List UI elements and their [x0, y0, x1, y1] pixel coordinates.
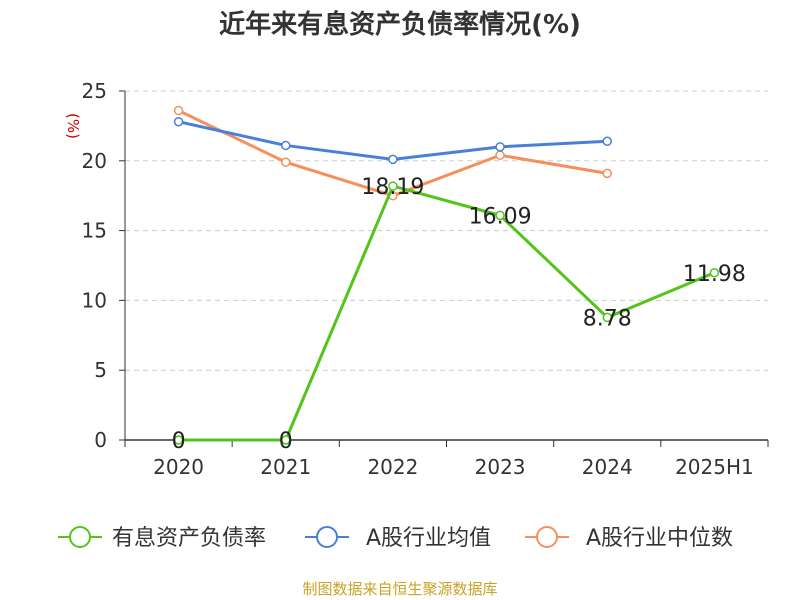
- legend-marker: [69, 526, 91, 548]
- data-point: [281, 140, 291, 151]
- data-label: 18.19: [361, 175, 424, 200]
- data-point: [709, 268, 720, 278]
- data-label: 8.78: [583, 306, 632, 331]
- series-lines: [173, 105, 720, 445]
- data-point: [495, 142, 505, 152]
- data-point: [495, 150, 505, 160]
- y-tick-label: 0: [94, 428, 107, 452]
- data-label: 16.09: [469, 204, 532, 229]
- data-point: [602, 136, 612, 147]
- data-point: [173, 116, 184, 127]
- data-labels: 0 0 18.19 16.09 8.78 11.98: [172, 175, 746, 454]
- data-point: [173, 105, 184, 116]
- series-line: [178, 184, 715, 442]
- data-point: [602, 168, 612, 179]
- data-point: [495, 210, 505, 221]
- data-point: [602, 312, 612, 323]
- x-tick-label: 2020: [153, 455, 204, 479]
- data-point: [281, 157, 291, 167]
- y-tick-label: 10: [82, 288, 107, 312]
- data-point: [388, 181, 398, 191]
- x-tick-label: 2022: [367, 455, 418, 479]
- y-tick-label: 5: [94, 358, 107, 382]
- x-tick-label: 2023: [475, 455, 526, 479]
- data-point: [388, 154, 398, 165]
- legend: 有息资产负债率 A股行业均值 A股行业中位数: [58, 526, 733, 551]
- legend-marker: [316, 526, 338, 548]
- axes: 0 5 10 15 20 25(%) 2020 2021 2022 2023 2024 2025H1: [64, 79, 769, 479]
- y-axis-label: (%): [64, 113, 82, 139]
- x-tick-label: 2024: [582, 455, 633, 479]
- x-tick-label: 2021: [260, 455, 311, 479]
- data-label: 0: [172, 429, 186, 454]
- data-label: 0: [279, 429, 293, 454]
- legend-label: 有息资产负债率: [112, 526, 266, 551]
- data-point: [173, 435, 184, 445]
- legend-label: A股行业均值: [366, 526, 491, 551]
- data-label: 11.98: [683, 262, 746, 287]
- data-point: [281, 435, 291, 445]
- chart-title: 近年来有息资产负债率情况(%): [219, 10, 581, 40]
- x-tick-label: 2025H1: [675, 455, 754, 479]
- y-tick-label: 20: [82, 149, 107, 173]
- gridlines: [125, 90, 768, 371]
- source-note: 制图数据来自恒生聚源数据库: [302, 580, 498, 598]
- y-tick-label: 15: [82, 219, 107, 243]
- y-tick-label: 25: [82, 79, 107, 103]
- legend-label: A股行业中位数: [586, 526, 733, 551]
- legend-marker: [536, 526, 558, 548]
